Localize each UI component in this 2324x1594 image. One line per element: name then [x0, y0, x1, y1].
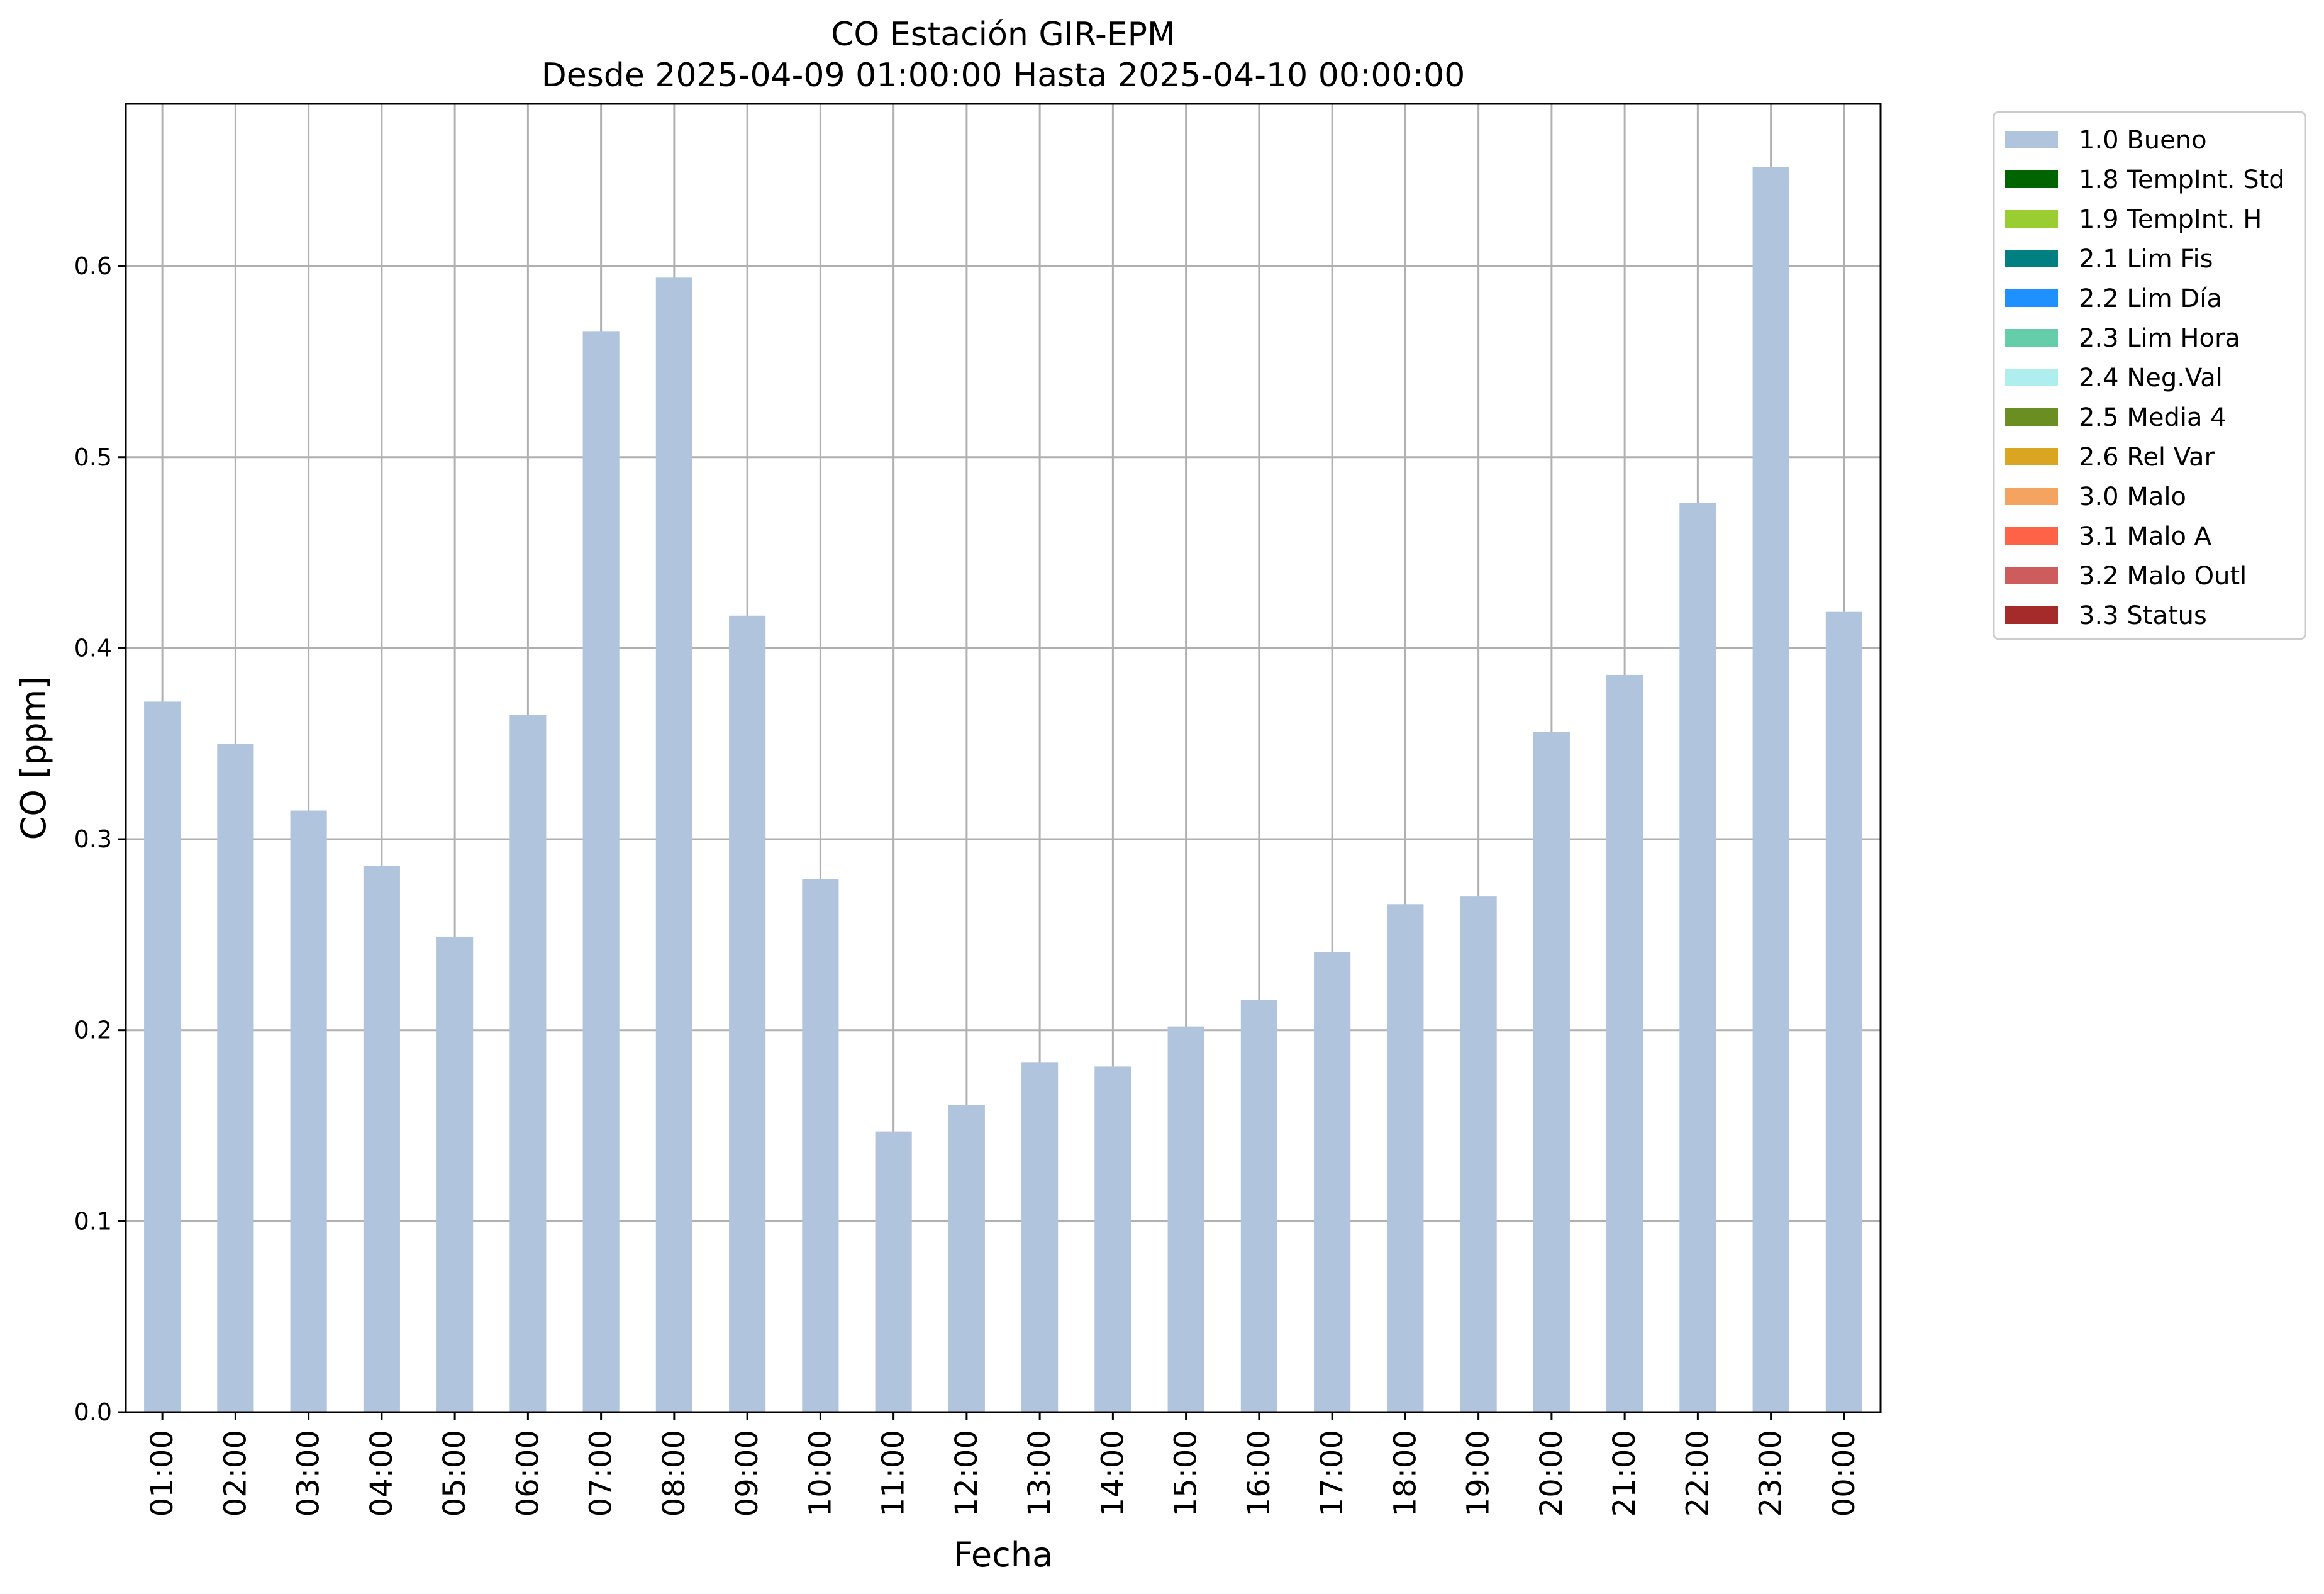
- plot-frame: [125, 103, 1882, 1413]
- legend-label: 3.3 Status: [2079, 601, 2207, 630]
- bar: [436, 936, 474, 1412]
- legend-label: 1.0 Bueno: [2079, 126, 2207, 155]
- chart-title: CO Estación GIR-EPM: [831, 16, 1176, 53]
- x-tick-label: 19:00: [1461, 1430, 1496, 1517]
- y-axis: 0.0 0.1 0.2 0.3 0.4 0.5 0.6: [74, 252, 126, 1426]
- y-tick-label: 0.3: [74, 825, 112, 853]
- y-tick-label: 0.4: [74, 634, 112, 662]
- bar: [1825, 611, 1862, 1412]
- x-tick-label: 08:00: [657, 1430, 692, 1517]
- bar: [1533, 732, 1570, 1412]
- bar: [729, 615, 766, 1412]
- bar: [1752, 167, 1789, 1413]
- legend-frame: [1993, 111, 2306, 640]
- bar: [217, 744, 254, 1412]
- legend-label: 2.1 Lim Fis: [2079, 245, 2213, 274]
- legend-swatch: [2005, 606, 2058, 624]
- bar: [144, 701, 181, 1412]
- bar: [948, 1105, 985, 1412]
- bar: [1314, 952, 1351, 1412]
- x-tick-label: 13:00: [1022, 1430, 1057, 1517]
- y-tick-label: 0.5: [74, 443, 112, 471]
- x-tick-label: 01:00: [145, 1430, 180, 1517]
- x-tick-label: 06:00: [510, 1430, 545, 1517]
- bar: [1679, 503, 1716, 1413]
- chart-subtitle: Desde 2025-04-09 01:00:00 Hasta 2025-04-…: [542, 57, 1465, 94]
- x-tick-label: 12:00: [949, 1430, 984, 1517]
- x-tick-label: 00:00: [1826, 1430, 1862, 1517]
- x-tick-label: 05:00: [437, 1430, 472, 1517]
- bar: [1094, 1066, 1131, 1412]
- x-tick-label: 18:00: [1387, 1430, 1423, 1517]
- bar: [1387, 904, 1424, 1412]
- y-axis-title: CO [ppm]: [14, 676, 53, 840]
- bar: [1021, 1062, 1059, 1412]
- bar: [875, 1131, 912, 1412]
- bars: [144, 167, 1862, 1413]
- legend-label: 1.9 TempInt. H: [2079, 205, 2262, 234]
- legend-label: 3.2 Malo Outl: [2079, 562, 2247, 591]
- x-tick-label: 07:00: [584, 1430, 619, 1517]
- legend-label: 1.8 TempInt. Std: [2079, 165, 2285, 194]
- legend-swatch: [2005, 369, 2058, 386]
- bar: [1167, 1026, 1204, 1412]
- legend-swatch: [2005, 250, 2058, 267]
- x-tick-label: 03:00: [291, 1430, 326, 1517]
- bar: [582, 331, 620, 1413]
- y-tick-label: 0.2: [74, 1017, 112, 1044]
- x-tick-label: 23:00: [1754, 1430, 1789, 1517]
- bar: [1240, 1000, 1277, 1412]
- x-tick-label: 16:00: [1242, 1430, 1277, 1517]
- x-tick-label: 11:00: [876, 1430, 911, 1517]
- legend-swatch: [2005, 289, 2058, 307]
- legend: 1.0 Bueno 1.8 TempInt. Std 1.9 TempInt. H 2…: [1993, 111, 2306, 640]
- bar: [1606, 674, 1643, 1412]
- x-tick-label: 20:00: [1534, 1430, 1569, 1517]
- legend-swatch: [2005, 170, 2058, 188]
- legend-swatch: [2005, 408, 2058, 426]
- x-tick-label: 14:00: [1095, 1430, 1130, 1517]
- legend-label: 3.1 Malo A: [2079, 522, 2212, 551]
- x-tick-label: 02:00: [218, 1430, 253, 1517]
- bar: [802, 879, 839, 1412]
- bar: [509, 715, 547, 1412]
- bar: [655, 277, 692, 1412]
- x-tick-label: 10:00: [803, 1430, 838, 1517]
- legend-label: 2.4 Neg.Val: [2079, 364, 2223, 393]
- y-tick-label: 0.1: [74, 1207, 112, 1235]
- x-axis-title: Fecha: [954, 1535, 1053, 1574]
- legend-swatch: [2005, 210, 2058, 228]
- legend-swatch: [2005, 448, 2058, 465]
- x-tick-label: 17:00: [1315, 1430, 1350, 1517]
- legend-label: 3.0 Malo: [2079, 482, 2186, 511]
- bar: [363, 866, 400, 1412]
- x-tick-label: 15:00: [1169, 1430, 1204, 1517]
- legend-label: 2.3 Lim Hora: [2079, 324, 2240, 353]
- y-tick-label: 0.6: [74, 252, 112, 280]
- legend-swatch: [2005, 527, 2058, 545]
- legend-swatch: [2005, 329, 2058, 347]
- x-tick-label: 21:00: [1607, 1430, 1642, 1517]
- legend-label: 2.2 Lim Día: [2079, 284, 2222, 313]
- legend-label: 2.6 Rel Var: [2079, 443, 2215, 472]
- y-tick-label: 0.0: [74, 1398, 112, 1426]
- legend-swatch: [2005, 567, 2058, 584]
- bar: [1460, 896, 1497, 1412]
- x-tick-label: 09:00: [730, 1430, 765, 1517]
- x-tick-label: 22:00: [1680, 1430, 1715, 1517]
- x-tick-label: 04:00: [364, 1430, 399, 1517]
- legend-label: 2.5 Media 4: [2079, 403, 2227, 432]
- legend-swatch: [2005, 488, 2058, 505]
- x-axis: 01:00 02:00 03:00 04:00 05:00 06:00 07:00 08:00…: [145, 1412, 1862, 1517]
- legend-swatch: [2005, 131, 2058, 148]
- bar: [290, 810, 327, 1412]
